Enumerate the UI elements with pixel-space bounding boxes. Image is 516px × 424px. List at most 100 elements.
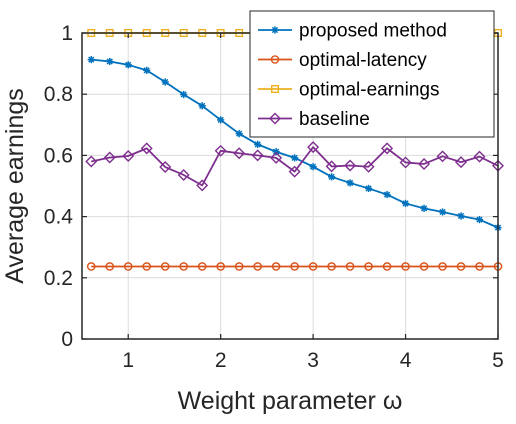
data-point [399, 156, 412, 169]
data-point [362, 160, 375, 173]
legend-label: baseline [299, 109, 370, 130]
data-point [105, 262, 115, 271]
data-point [85, 155, 98, 168]
asterisk-stroke [162, 78, 169, 86]
x-tick-label: 3 [307, 349, 319, 372]
asterisk-stroke [476, 216, 483, 223]
data-point [142, 262, 152, 271]
x-tick-label: 1 [122, 349, 134, 372]
legend: proposed method optimal-latency optimal-ea… [249, 10, 495, 138]
data-point [290, 262, 299, 271]
data-point [418, 157, 431, 170]
asterisk-stroke [309, 163, 317, 170]
data-point [177, 168, 190, 181]
asterisk-stroke [291, 154, 298, 161]
data-point [456, 262, 466, 271]
asterisk-stroke [439, 208, 446, 216]
asterisk-stroke [365, 185, 372, 192]
series-line [91, 146, 499, 187]
data-point [438, 262, 447, 271]
x-tick-label: 4 [400, 349, 412, 372]
asterisk-stroke [199, 102, 206, 109]
data-point [106, 57, 114, 66]
asterisk-stroke [457, 212, 465, 220]
data-point [420, 204, 428, 212]
data-point [196, 179, 209, 192]
data-point [234, 262, 244, 271]
data-point [217, 116, 225, 124]
data-point [364, 184, 373, 193]
data-point [455, 156, 468, 169]
series-layer [85, 29, 504, 271]
data-point [438, 208, 447, 216]
y-tick-label: 1 [61, 22, 73, 45]
data-point [159, 161, 172, 174]
y-tick-label: 0.6 [44, 144, 73, 167]
data-point [345, 262, 355, 271]
y-tick-label: 0.4 [44, 206, 74, 229]
series-optimal-latency [86, 262, 503, 271]
data-point [235, 130, 243, 138]
data-point [272, 148, 280, 156]
data-point [475, 216, 484, 224]
data-point [124, 61, 132, 69]
y-tick-label: 0.2 [44, 267, 73, 290]
asterisk-stroke [273, 148, 280, 155]
legend-marker [271, 84, 280, 93]
data-point [198, 102, 206, 110]
data-point [180, 90, 188, 99]
legend-item-optimal-earnings: optimal-earnings [258, 80, 439, 101]
data-point [143, 66, 151, 74]
asterisk-stroke [180, 91, 187, 98]
legend-marker [271, 26, 279, 34]
asterisk-stroke [236, 130, 243, 137]
data-point [253, 262, 262, 271]
data-point [364, 262, 373, 271]
data-point [382, 262, 392, 271]
asterisk-stroke [254, 141, 261, 148]
legend-label: optimal-latency [299, 50, 427, 71]
data-point [87, 56, 95, 64]
legend-item-proposed-method: proposed method [258, 21, 447, 42]
data-point [233, 147, 246, 160]
legend-marker [270, 55, 280, 64]
data-point [475, 262, 484, 271]
data-point [270, 151, 283, 164]
data-point [140, 142, 153, 155]
data-point [251, 149, 264, 162]
data-point [179, 262, 188, 271]
data-point [401, 262, 410, 271]
data-point [308, 262, 318, 271]
asterisk-stroke [125, 61, 132, 68]
legend-item-baseline: baseline [258, 109, 370, 130]
y-axis-label: Average earnings [1, 88, 29, 284]
data-point [161, 78, 169, 86]
data-point [216, 262, 225, 271]
data-point [381, 142, 394, 155]
data-point [197, 262, 207, 271]
x-tick-label: 5 [492, 349, 504, 372]
data-point [328, 173, 336, 181]
legend-box [249, 10, 495, 138]
data-point [103, 151, 116, 164]
series-proposed-method [87, 56, 502, 232]
data-point [254, 140, 262, 148]
x-axis-label: Weight parameter ω [178, 387, 403, 415]
data-point [473, 150, 486, 163]
asterisk-stroke [420, 205, 428, 212]
asterisk-stroke [88, 56, 95, 63]
y-tick-label: 0 [61, 328, 73, 351]
asterisk-stroke [328, 173, 335, 180]
legend-marker [269, 112, 281, 125]
axis-ticks: 1 2 3 4 5 0 0.2 0.4 0.6 0.8 1 [44, 22, 504, 372]
asterisk-stroke [106, 58, 113, 65]
series-baseline [85, 141, 504, 192]
data-point [383, 190, 391, 199]
data-point [344, 159, 357, 172]
data-point [122, 150, 135, 163]
data-point [291, 154, 299, 162]
data-point [123, 262, 133, 271]
data-point [307, 141, 320, 154]
asterisk-stroke [346, 179, 354, 187]
asterisk-stroke [271, 26, 279, 34]
